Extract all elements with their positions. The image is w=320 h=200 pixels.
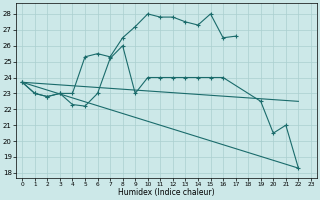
X-axis label: Humidex (Indice chaleur): Humidex (Indice chaleur) — [118, 188, 215, 197]
